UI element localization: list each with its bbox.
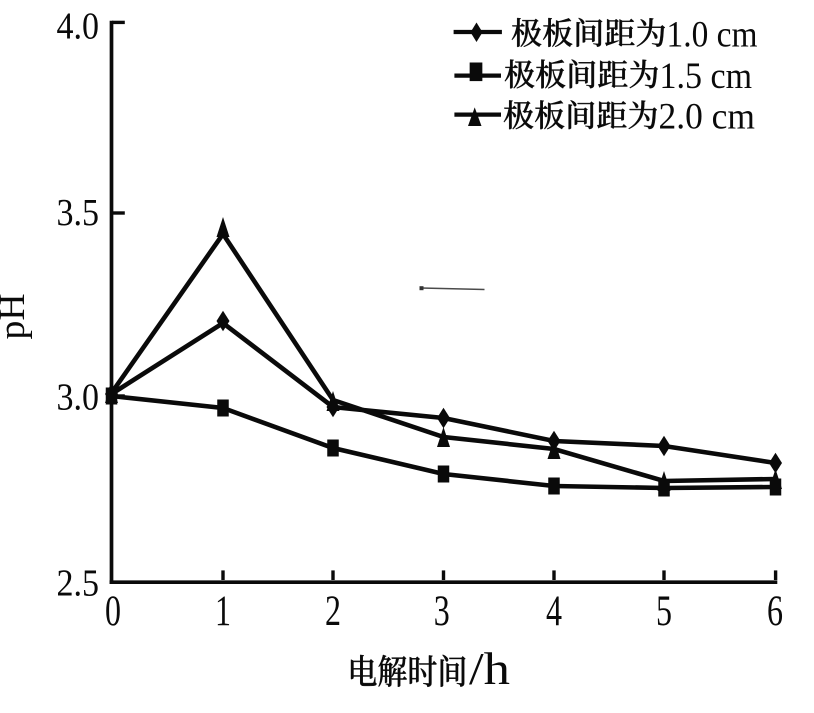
svg-text:2.5: 2.5 bbox=[57, 563, 100, 605]
svg-text:3.0: 3.0 bbox=[57, 377, 100, 419]
svg-text:/h: /h bbox=[469, 644, 510, 694]
svg-text:2.0 cm: 2.0 cm bbox=[659, 96, 756, 137]
svg-text:2: 2 bbox=[325, 588, 341, 635]
svg-text:1: 1 bbox=[215, 588, 231, 635]
svg-text:pH: pH bbox=[0, 294, 33, 340]
svg-text:5: 5 bbox=[656, 588, 672, 635]
svg-text:4: 4 bbox=[546, 588, 562, 635]
svg-text:0: 0 bbox=[105, 588, 121, 635]
svg-text:6: 6 bbox=[767, 588, 783, 635]
svg-text:1.5 cm: 1.5 cm bbox=[660, 55, 753, 96]
svg-text:1.0 cm: 1.0 cm bbox=[667, 13, 758, 54]
svg-text:3.5: 3.5 bbox=[57, 192, 100, 234]
svg-text:3: 3 bbox=[434, 588, 450, 635]
svg-text:4.0: 4.0 bbox=[57, 5, 100, 47]
